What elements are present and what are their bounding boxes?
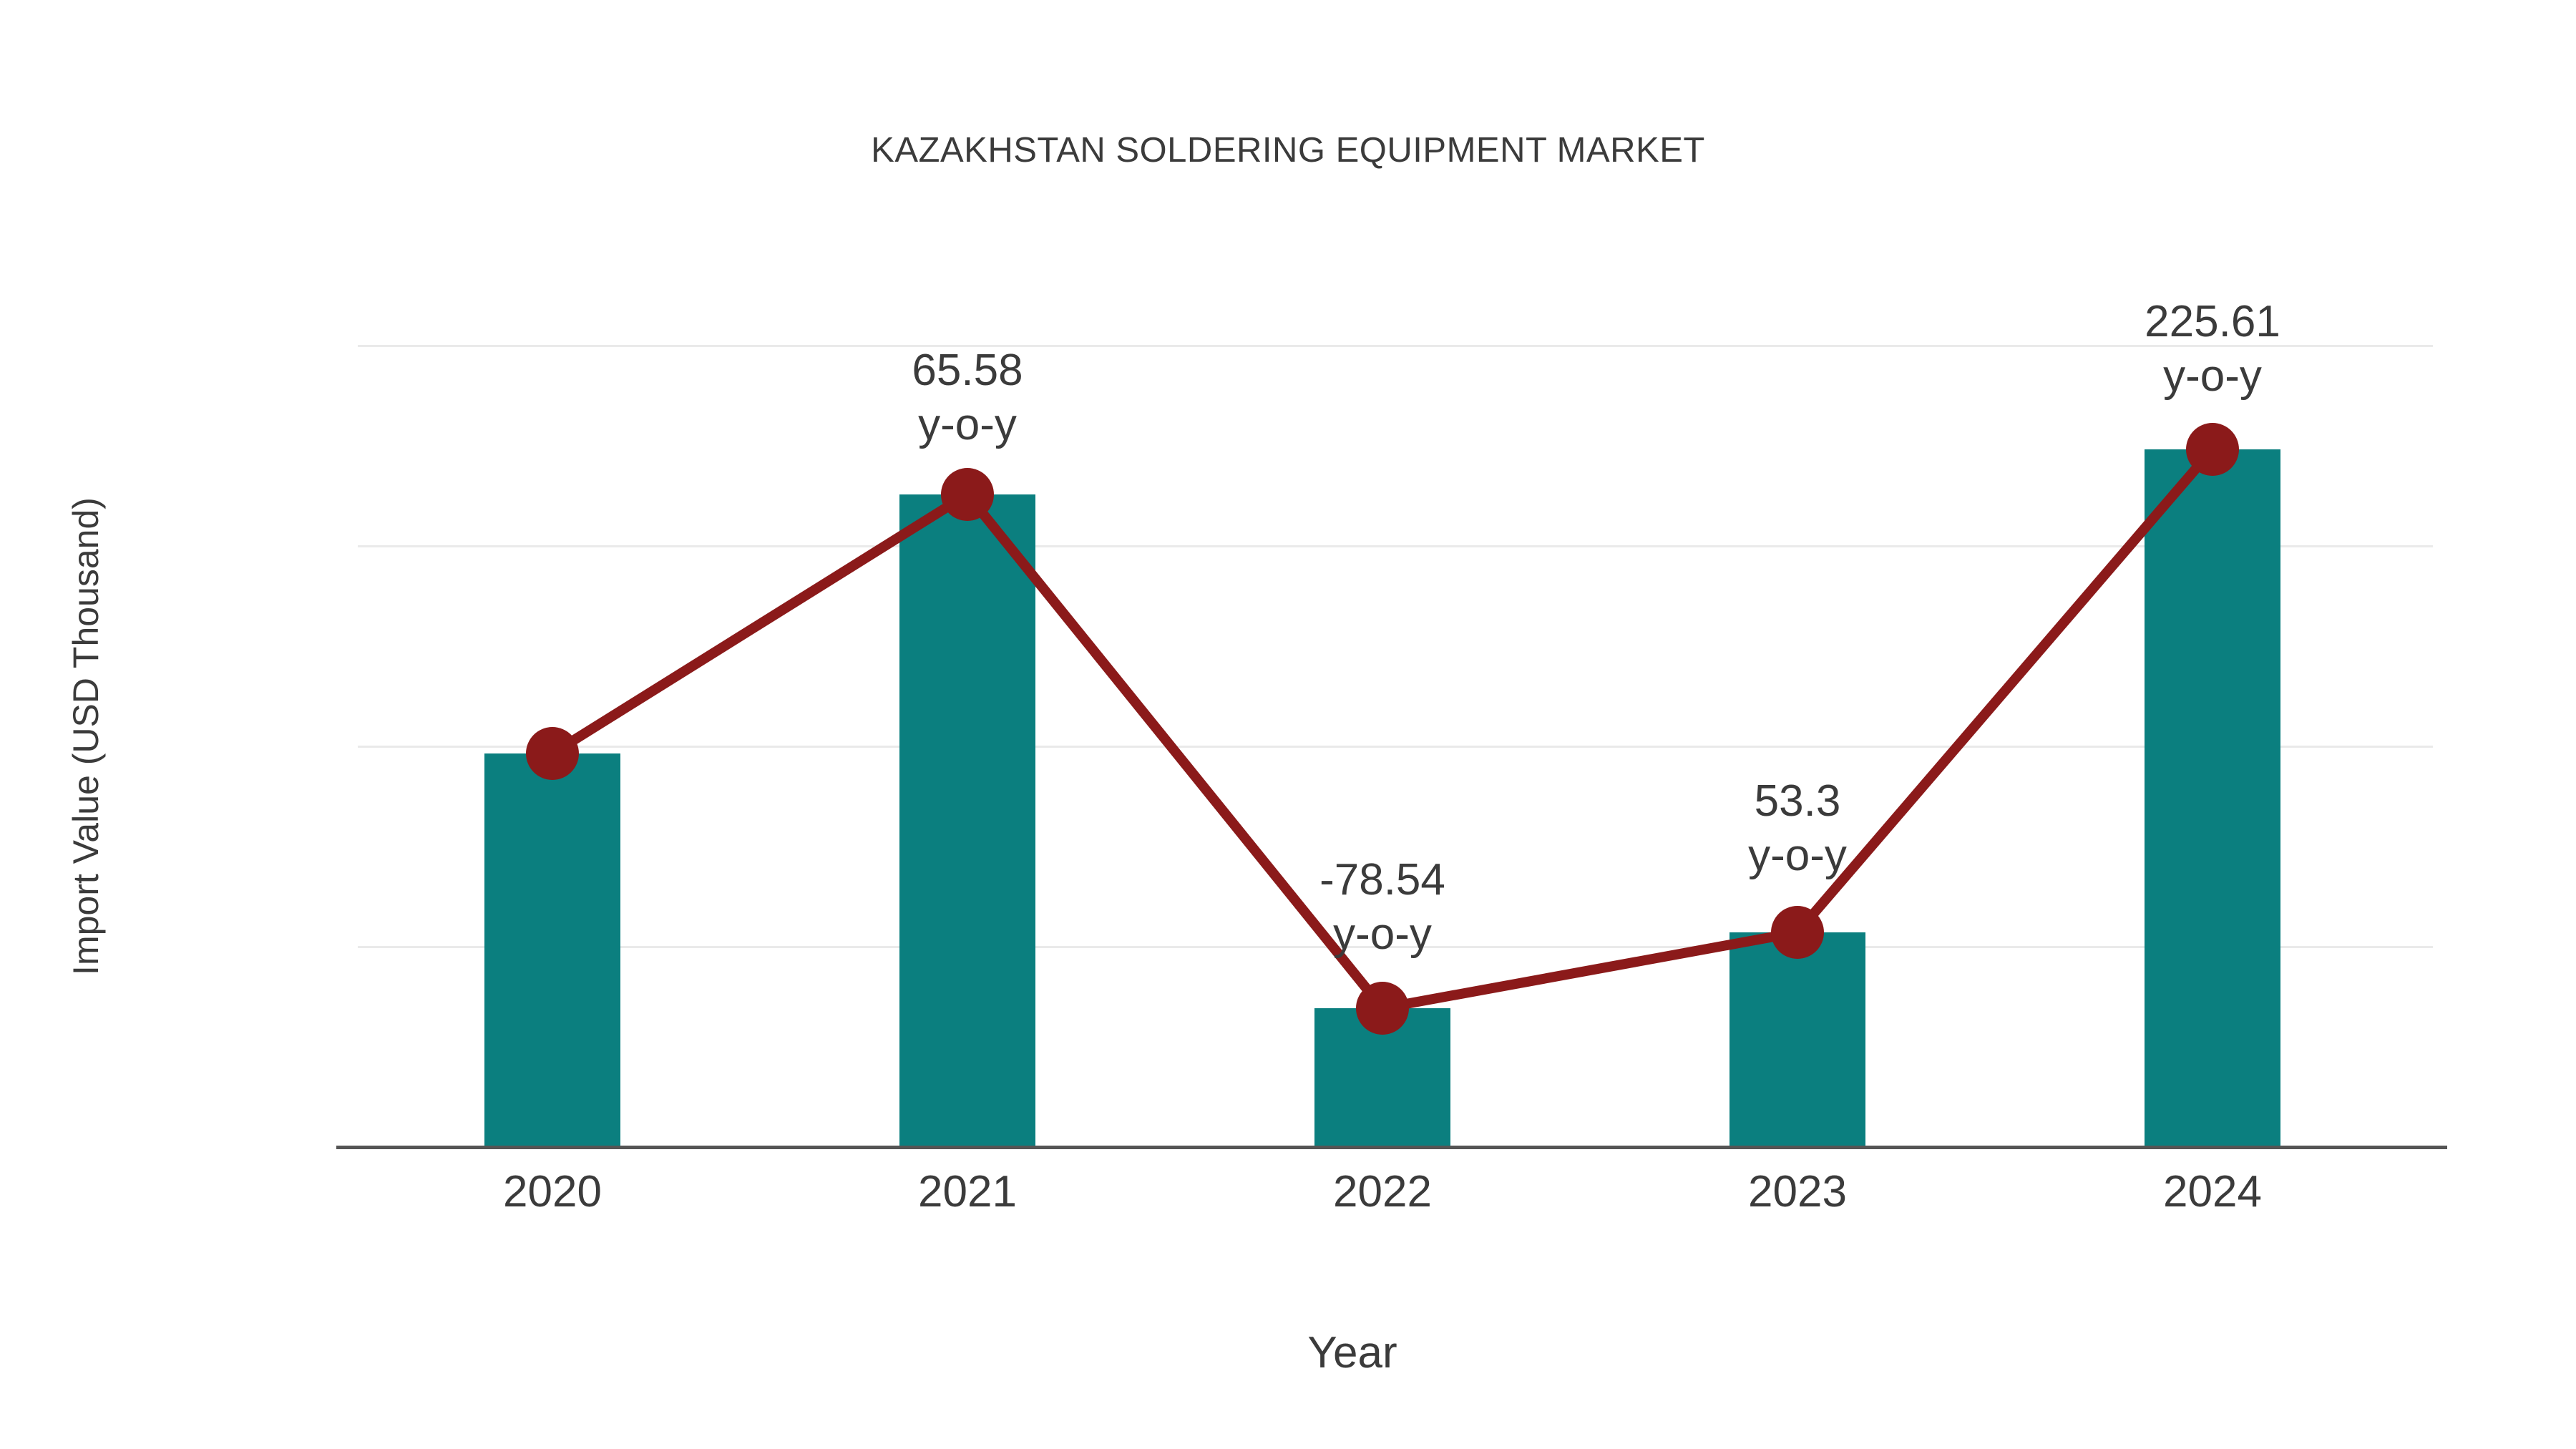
data-label-2022-value: -78.54	[1319, 855, 1445, 904]
y-axis-title: Import Value (USD Thousand)	[66, 497, 106, 975]
data-label-2023: 53.3 y-o-y	[1611, 774, 1984, 882]
x-axis-title: Year	[1307, 1328, 1397, 1377]
x-axis-line	[336, 1146, 2447, 1149]
plot-area: 2000 1500 1000 500 0 2020 2021 2022 2023…	[336, 236, 2447, 1216]
data-label-2024-unit: y-o-y	[2163, 351, 2262, 401]
bar-2022[interactable]	[1314, 1008, 1450, 1146]
bar-2023[interactable]	[1729, 932, 1865, 1146]
data-label-2022: -78.54 y-o-y	[1196, 853, 1568, 961]
data-label-2022-unit: y-o-y	[1333, 909, 1432, 959]
data-label-2024: 225.61 y-o-y	[2026, 295, 2399, 403]
x-tick-label-2022: 2022	[1333, 1167, 1432, 1216]
bar-2024[interactable]	[2145, 449, 2280, 1146]
data-label-2023-value: 53.3	[1754, 776, 1841, 826]
data-label-2021: 65.58 y-o-y	[781, 343, 1153, 452]
gridline-2000	[358, 345, 2433, 347]
chart-title: KAZAKHSTAN SOLDERING EQUIPMENT MARKET	[871, 131, 1705, 170]
data-label-2024-value: 225.61	[2145, 297, 2280, 346]
gridline-1000	[358, 746, 2433, 748]
x-tick-label-2024: 2024	[2163, 1167, 2262, 1216]
data-label-2021-unit: y-o-y	[918, 399, 1017, 449]
data-label-2023-unit: y-o-y	[1748, 830, 1847, 880]
bar-2021[interactable]	[899, 494, 1035, 1146]
x-tick-label-2023: 2023	[1748, 1167, 1847, 1216]
x-tick-label-2020: 2020	[503, 1167, 602, 1216]
x-tick-label-2021: 2021	[918, 1167, 1017, 1216]
bar-2020[interactable]	[484, 753, 620, 1146]
gridline-1500	[358, 545, 2433, 547]
data-label-2021-value: 65.58	[912, 346, 1023, 395]
